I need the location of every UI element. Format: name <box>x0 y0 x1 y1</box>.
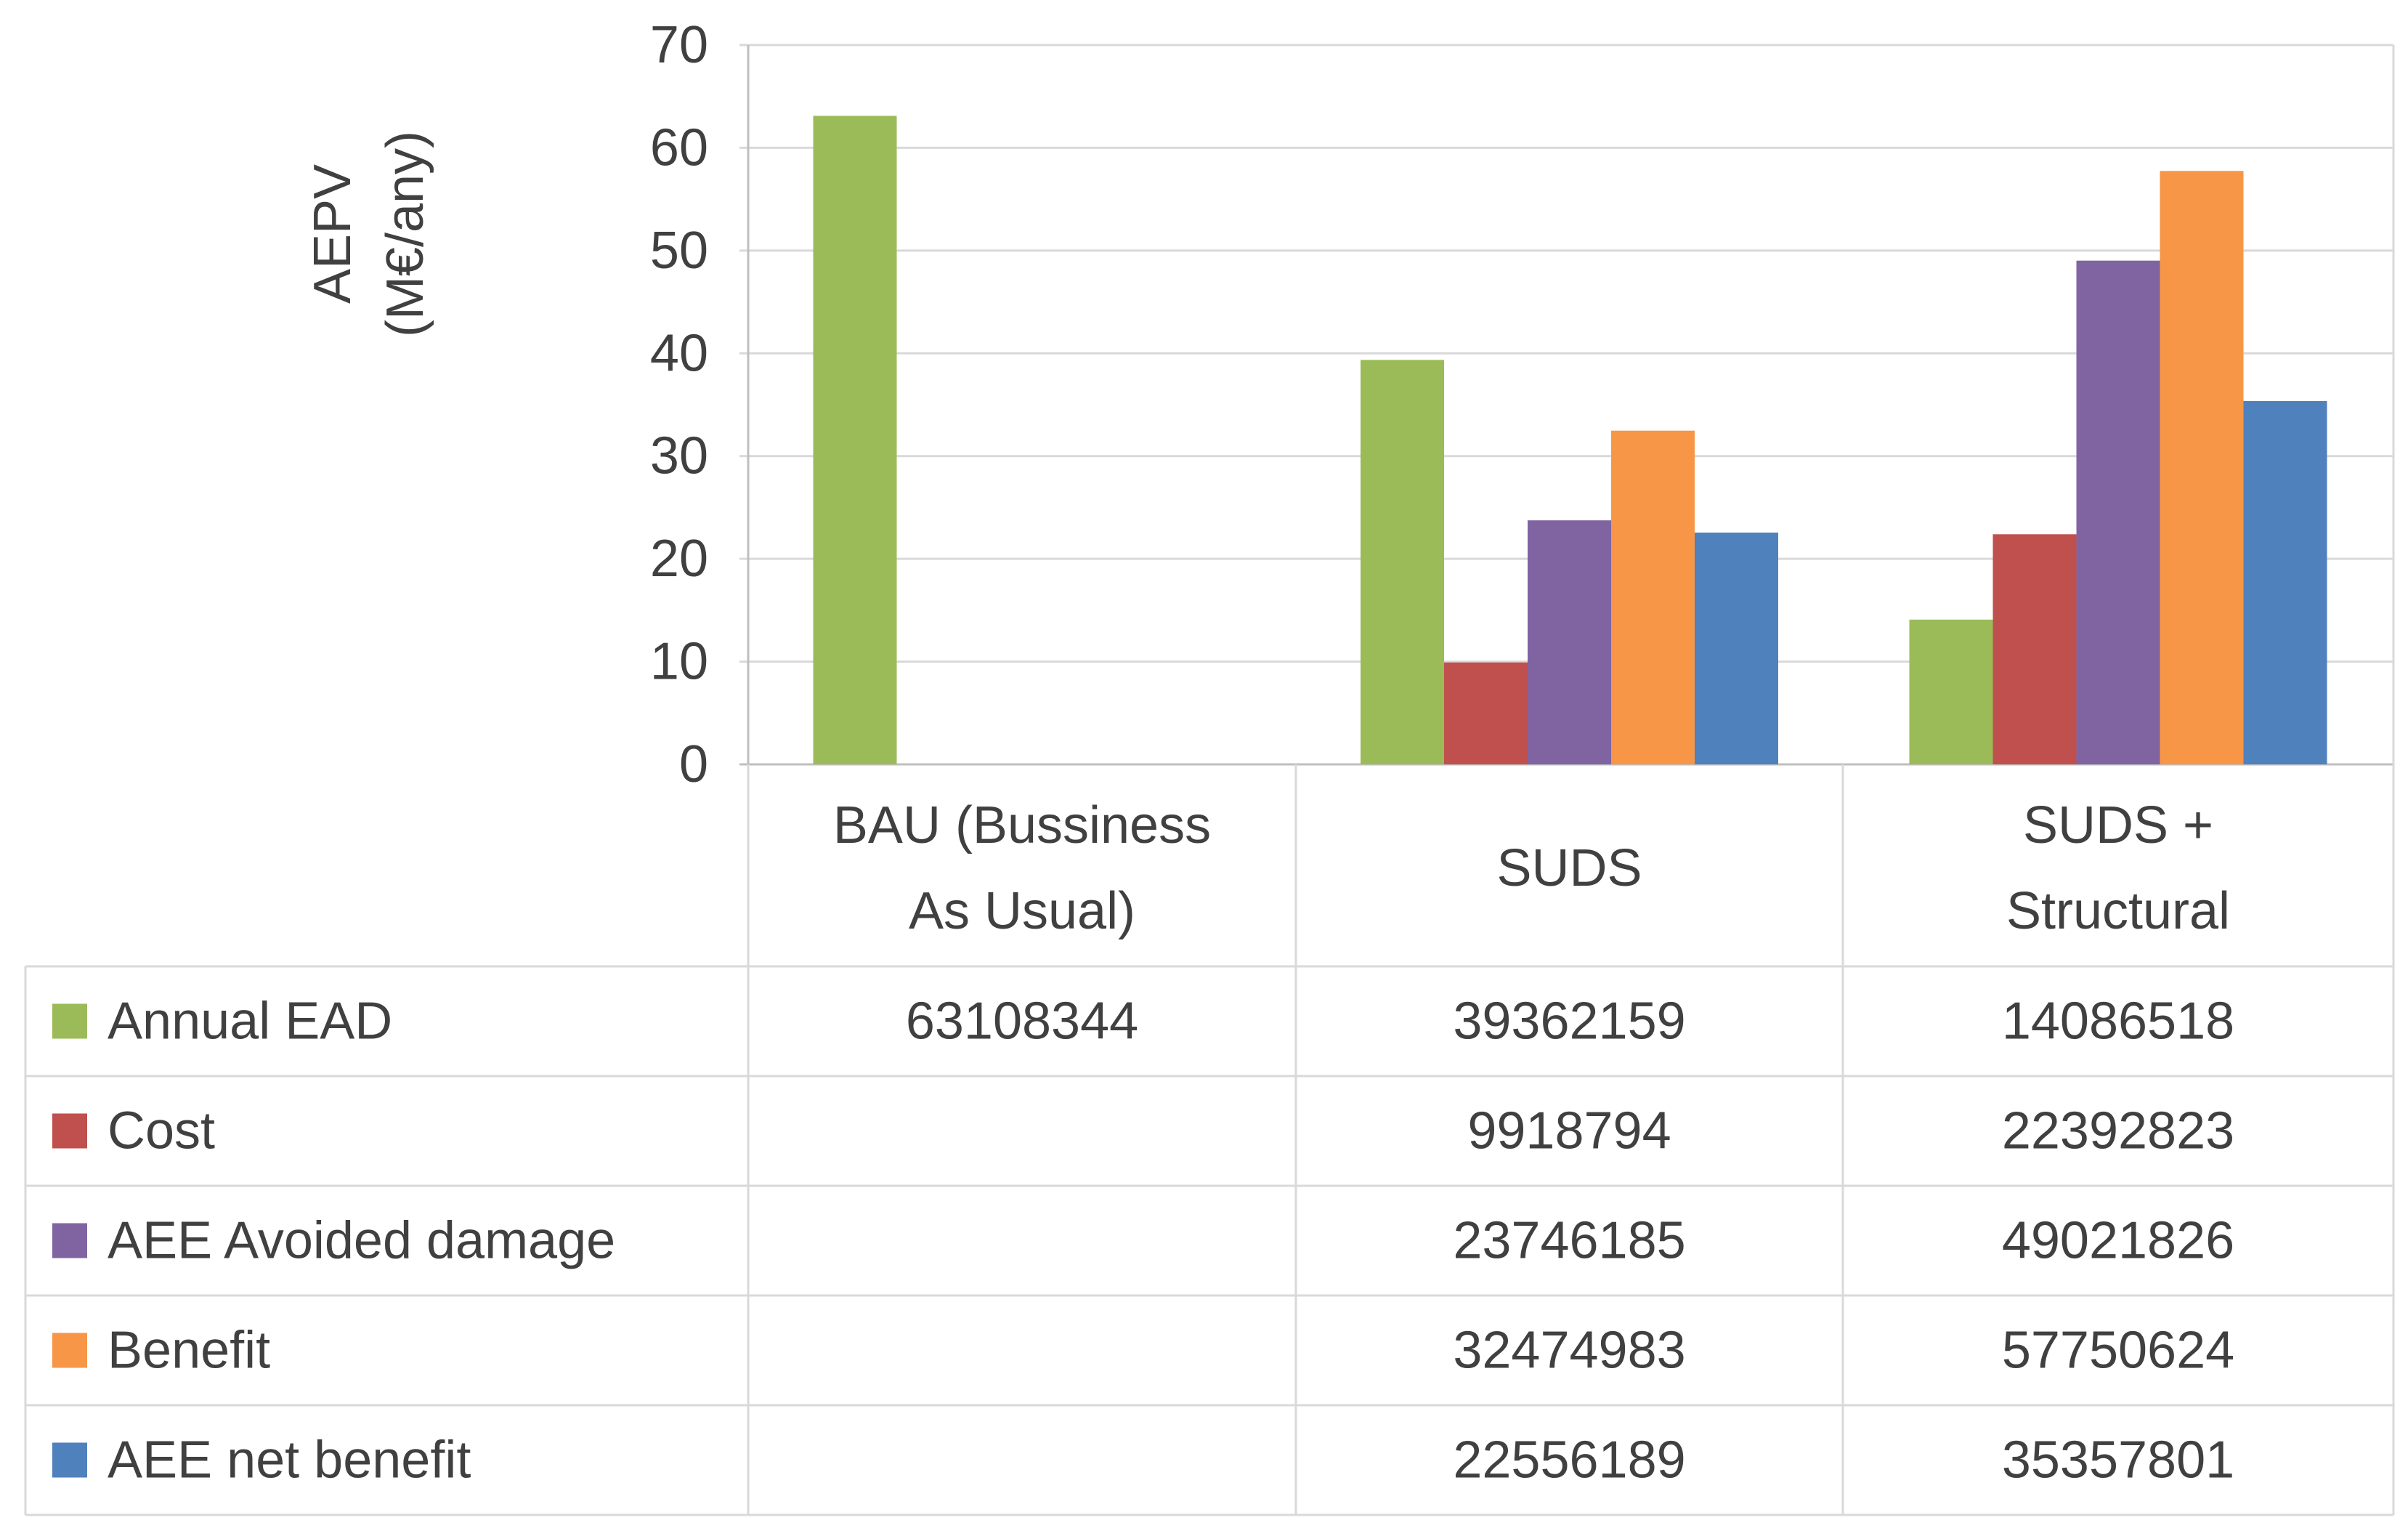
y-tick-label: 20 <box>650 530 708 588</box>
legend-label: AEE Avoided damage <box>108 1212 615 1270</box>
bar <box>2160 171 2244 764</box>
y-axis-label-line: (M€/any) <box>376 131 434 337</box>
bar <box>1361 360 1444 764</box>
x-tick-label: As Usual) <box>909 882 1135 940</box>
table-value: 63108344 <box>906 993 1138 1051</box>
x-tick-label: Structural <box>2006 882 2230 940</box>
bar <box>2076 260 2160 765</box>
y-tick-label: 50 <box>650 222 708 280</box>
table-value: 35357801 <box>2002 1431 2234 1489</box>
y-tick-label: 60 <box>650 118 708 177</box>
legend-swatch <box>52 1333 87 1368</box>
y-tick-label: 70 <box>650 16 708 74</box>
y-tick-label: 0 <box>679 735 708 793</box>
table-value: 32474983 <box>1453 1322 1685 1380</box>
legend-swatch <box>52 1003 87 1039</box>
table-value: 22556189 <box>1453 1431 1685 1489</box>
x-tick-label: BAU (Bussiness <box>833 796 1211 854</box>
bar <box>1444 662 1528 764</box>
legend-label: AEE net benefit <box>108 1431 471 1489</box>
y-tick-label: 30 <box>650 427 708 485</box>
legend-label: Cost <box>108 1102 215 1160</box>
legend-label: Annual EAD <box>108 993 392 1051</box>
legend-label: Benefit <box>108 1322 270 1380</box>
table-value: 14086518 <box>2002 993 2234 1051</box>
table-value: 39362159 <box>1453 993 1685 1051</box>
bar <box>1909 619 1993 764</box>
table-value: 49021826 <box>2002 1212 2234 1270</box>
table-value: 22392823 <box>2002 1102 2234 1160</box>
y-axis-label: AEPV (M€/any) <box>304 131 434 337</box>
y-tick-label: 40 <box>650 324 708 382</box>
bar <box>1528 520 1611 764</box>
legend-swatch <box>52 1113 87 1149</box>
table-value: 23746185 <box>1453 1212 1685 1270</box>
legend-swatch <box>52 1442 87 1478</box>
y-tick-label: 10 <box>650 633 708 691</box>
bar <box>1695 532 1778 764</box>
x-tick-label: SUDS + <box>2023 796 2213 854</box>
data-table <box>24 764 2395 1516</box>
labels: 0 10 20 30 40 50 60 70 AEPV (M€/any) BAU (Bussines… <box>108 16 2234 1489</box>
table-value: 57750624 <box>2002 1322 2234 1380</box>
bar <box>1611 430 1695 764</box>
table-value: 9918794 <box>1467 1102 1671 1160</box>
y-axis-label-line: AEPV <box>304 164 362 304</box>
bar <box>813 116 897 764</box>
legend-swatch <box>52 1223 87 1258</box>
x-tick-label: SUDS <box>1496 839 1642 897</box>
bar <box>2243 400 2327 764</box>
bar <box>1993 534 2077 764</box>
bars <box>813 116 2327 765</box>
